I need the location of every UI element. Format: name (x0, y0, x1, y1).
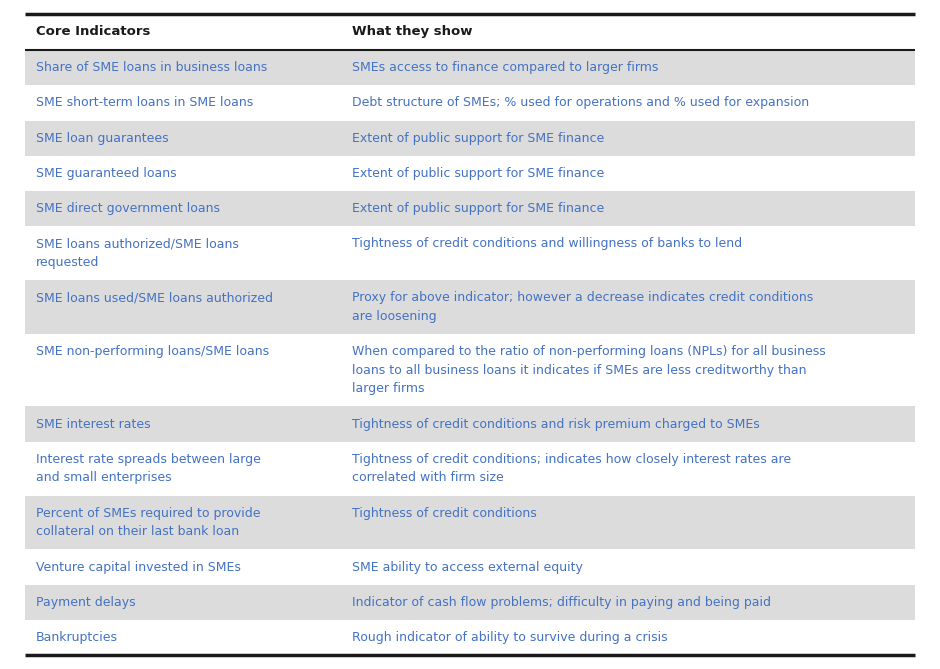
Bar (25, 14, 915, 50)
Bar (25, 50, 915, 86)
Text: SME ability to access external equity: SME ability to access external equity (352, 561, 583, 573)
Text: larger firms: larger firms (352, 383, 425, 395)
Text: Bankruptcies: Bankruptcies (36, 631, 118, 644)
Text: Debt structure of SMEs; % used for operations and % used for expansion: Debt structure of SMEs; % used for opera… (352, 96, 809, 110)
Text: and small enterprises: and small enterprises (36, 472, 172, 484)
Text: SMEs access to finance compared to larger firms: SMEs access to finance compared to large… (352, 62, 658, 74)
Text: collateral on their last bank loan: collateral on their last bank loan (36, 525, 240, 539)
Bar (25, 280, 915, 334)
Text: Core Indicators: Core Indicators (36, 25, 150, 38)
Text: SME guaranteed loans: SME guaranteed loans (36, 167, 177, 180)
Bar (25, 620, 915, 655)
Text: correlated with firm size: correlated with firm size (352, 472, 504, 484)
Text: Share of SME loans in business loans: Share of SME loans in business loans (36, 62, 267, 74)
Bar (25, 442, 915, 496)
Text: Tightness of credit conditions and risk premium charged to SMEs: Tightness of credit conditions and risk … (352, 417, 760, 431)
Text: Rough indicator of ability to survive during a crisis: Rough indicator of ability to survive du… (352, 631, 667, 644)
Text: When compared to the ratio of non-performing loans (NPLs) for all business: When compared to the ratio of non-perfor… (352, 345, 826, 358)
Bar (25, 585, 915, 620)
Text: Percent of SMEs required to provide: Percent of SMEs required to provide (36, 506, 260, 520)
Text: Extent of public support for SME finance: Extent of public support for SME finance (352, 202, 604, 215)
Text: Tightness of credit conditions; indicates how closely interest rates are: Tightness of credit conditions; indicate… (352, 453, 791, 466)
Bar (25, 496, 915, 549)
Text: Venture capital invested in SMEs: Venture capital invested in SMEs (36, 561, 241, 573)
Text: requested: requested (36, 256, 100, 269)
Bar (25, 334, 915, 407)
Text: loans to all business loans it indicates if SMEs are less creditworthy than: loans to all business loans it indicates… (352, 364, 807, 377)
Text: Extent of public support for SME finance: Extent of public support for SME finance (352, 132, 604, 145)
Text: Tightness of credit conditions and willingness of banks to lend: Tightness of credit conditions and willi… (352, 237, 743, 250)
Text: Tightness of credit conditions: Tightness of credit conditions (352, 506, 537, 520)
Text: SME interest rates: SME interest rates (36, 417, 150, 431)
Text: Payment delays: Payment delays (36, 596, 135, 609)
Text: are loosening: are loosening (352, 310, 437, 323)
Text: What they show: What they show (352, 25, 473, 38)
Text: SME loans authorized/SME loans: SME loans authorized/SME loans (36, 237, 239, 250)
Text: SME short-term loans in SME loans: SME short-term loans in SME loans (36, 96, 254, 110)
Bar (25, 226, 915, 280)
Bar (25, 156, 915, 191)
Bar (25, 407, 915, 442)
Text: SME loans used/SME loans authorized: SME loans used/SME loans authorized (36, 291, 274, 304)
Bar (25, 549, 915, 585)
Text: Extent of public support for SME finance: Extent of public support for SME finance (352, 167, 604, 180)
Text: SME non-performing loans/SME loans: SME non-performing loans/SME loans (36, 345, 269, 358)
Text: Indicator of cash flow problems; difficulty in paying and being paid: Indicator of cash flow problems; difficu… (352, 596, 771, 609)
Bar (25, 191, 915, 226)
Text: Interest rate spreads between large: Interest rate spreads between large (36, 453, 261, 466)
Text: Proxy for above indicator; however a decrease indicates credit conditions: Proxy for above indicator; however a dec… (352, 291, 813, 304)
Text: SME direct government loans: SME direct government loans (36, 202, 220, 215)
Bar (25, 86, 915, 120)
Bar (25, 120, 915, 156)
Text: SME loan guarantees: SME loan guarantees (36, 132, 169, 145)
